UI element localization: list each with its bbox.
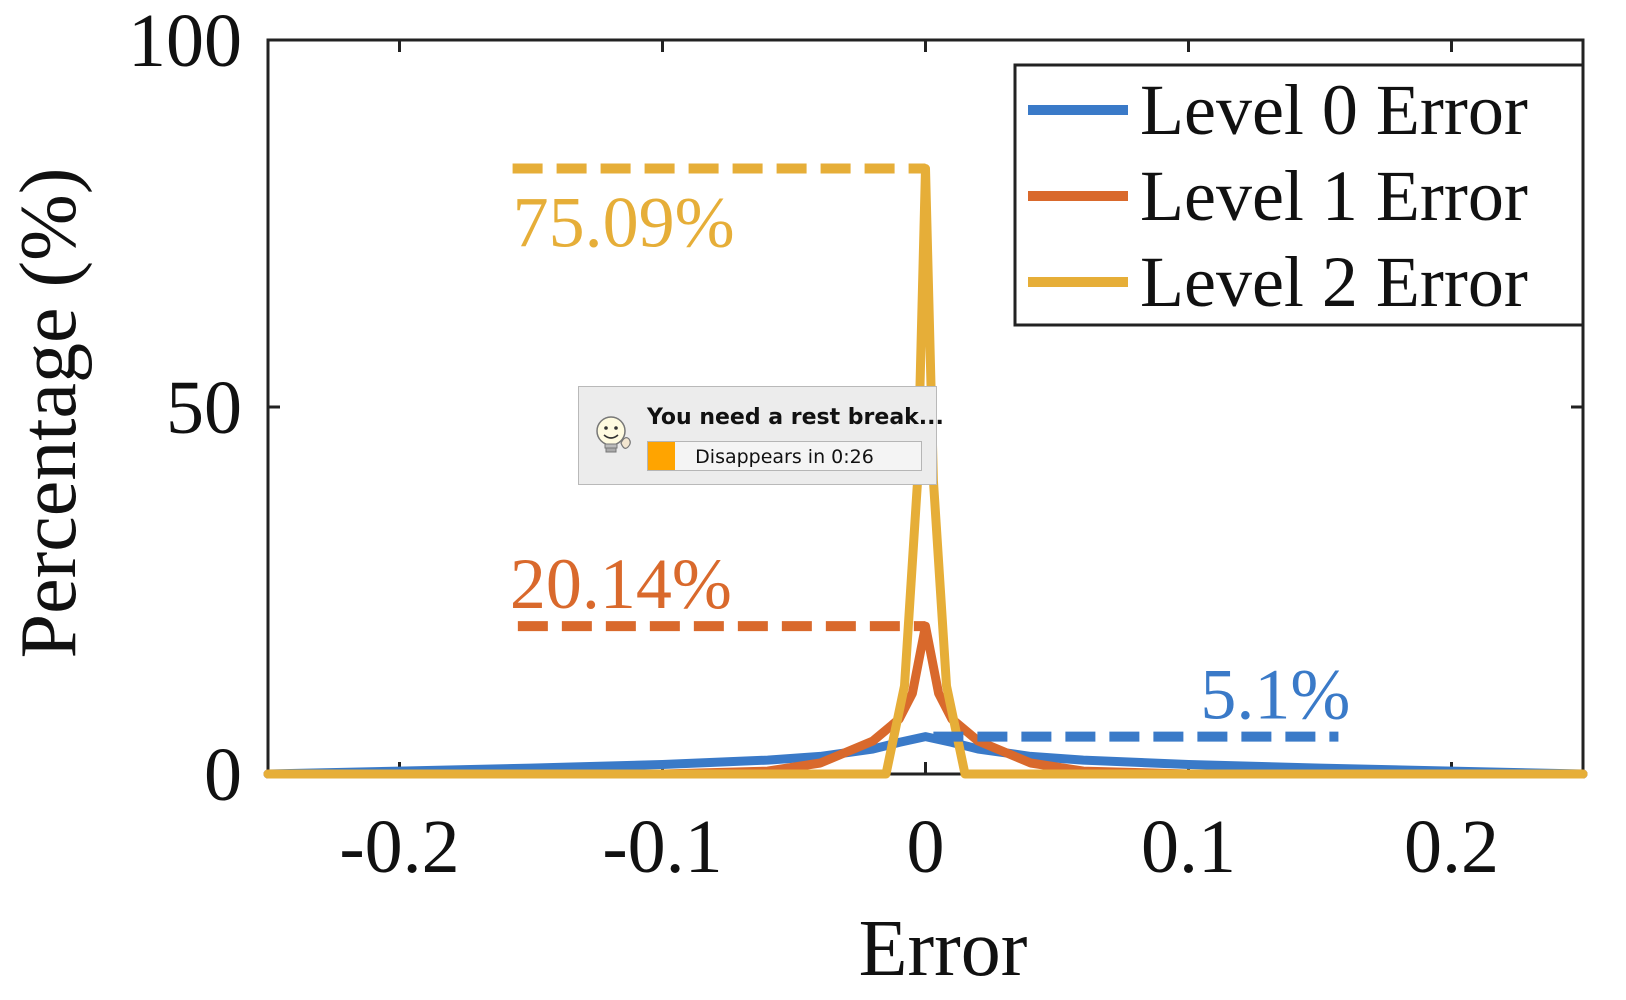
legend-label-2: Level 2 Error [1140, 242, 1528, 322]
annotation-label-2: 5.1% [1200, 655, 1350, 735]
annotations: 75.09% 20.14% 5.1% [510, 163, 1350, 742]
countdown-progress-fill [648, 442, 676, 470]
countdown-text: Disappears in 0:26 [695, 446, 874, 468]
legend-label-1: Level 1 Error [1140, 156, 1528, 236]
y-axis-title: Percentage (%) [5, 168, 93, 659]
y-tick-label: 0 [204, 733, 242, 817]
y-tick-label: 100 [128, 0, 242, 83]
x-tick-label: -0.2 [339, 805, 459, 889]
series-line-1 [263, 621, 1588, 779]
x-tick-label: 0.2 [1404, 805, 1499, 889]
rest-break-notification[interactable]: You need a rest break... Disappears in 0… [578, 386, 944, 485]
x-tick-label: 0.1 [1141, 805, 1236, 889]
lightbulb-smiley-icon [596, 416, 631, 453]
legend-label-0: Level 0 Error [1140, 70, 1528, 150]
x-tick-label: 0 [907, 805, 945, 889]
annotation-label-1: 20.14% [510, 544, 732, 624]
axes: -0.2 -0.1 0 0.1 0.2 0 50 100 [128, 0, 1585, 889]
annotation-label-0: 75.09% [513, 182, 735, 262]
notification-title: You need a rest break... [647, 405, 944, 430]
x-tick-label: -0.1 [602, 805, 722, 889]
countdown-progress-bar: Disappears in 0:26 [647, 441, 922, 471]
series-line-0 [263, 732, 1588, 779]
y-tick-label: 50 [166, 366, 242, 450]
x-axis-title: Error [859, 905, 1028, 993]
